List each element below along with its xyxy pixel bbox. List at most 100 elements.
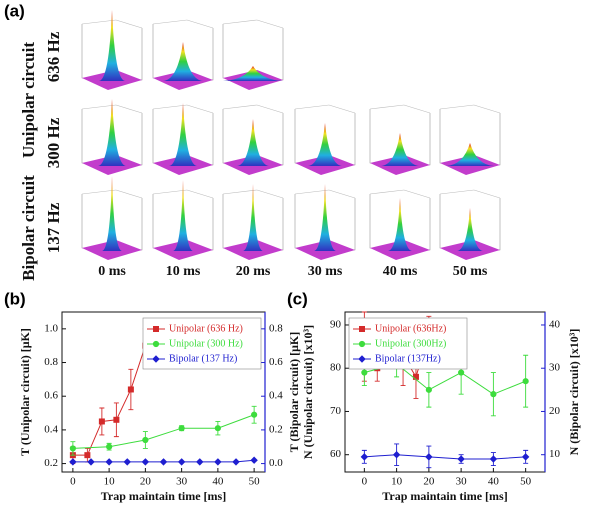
x-tick-label: 20 [140,476,152,488]
x-tick-label: 20 [423,476,435,488]
series [69,456,258,466]
thumb-peak [446,143,494,166]
thumb-frame [222,189,258,195]
surface-thumbnail [152,180,214,260]
y-axis-label: T (Unipolar circuit) [μK] [18,328,32,456]
y2-tick-label: 0.4 [269,390,283,402]
row-label: 137 Hz [44,202,63,253]
thumb-frame [115,104,143,114]
marker [360,453,369,461]
legend-label: Unipolar (636 Hz) [169,323,243,334]
surface-thumbnail [369,189,431,260]
x-tick-label: 10 [104,476,116,488]
marker [106,443,113,450]
thumb-frame [328,189,356,199]
marker [153,326,159,332]
marker [142,436,149,444]
series [69,405,258,456]
thumb-peak [99,10,125,81]
thumb-peak [388,198,412,251]
legend: Unipolar (636 Hz) Unipolar (300 Hz) Bipola… [142,317,262,370]
marker [159,458,168,466]
thumb-peak [308,123,342,166]
surface-thumbnail [81,99,143,175]
marker [457,455,465,463]
y2-tick-label: 0.8 [269,322,283,334]
thumb-frame [186,19,214,29]
thumb-frame [473,189,501,199]
column-label: 0 ms [98,264,126,279]
y-tick-label: 0.4 [44,423,58,435]
y2-tick-label: 20 [549,405,561,417]
surface-thumbnail [439,189,501,260]
surface-thumbnail [294,184,356,260]
thumb-peak [98,99,126,166]
surface-thumbnail [222,184,284,260]
surface-thumbnail [152,19,214,90]
x-tick-label: 40 [488,476,500,488]
series [360,443,530,469]
y-tick-label: 1.0 [44,322,58,334]
thumb-peak [457,208,483,251]
marker [105,458,113,466]
marker [69,445,76,452]
marker [84,452,91,459]
column-label: 10 ms [166,264,201,279]
marker [178,425,185,432]
x-tick-label: 30 [456,476,468,488]
x-tick-label: 50 [249,476,261,488]
thumb-frame [81,19,117,25]
y-tick-label: 90 [330,319,342,331]
legend-label: Bipolar (137Hz) [375,353,441,364]
marker [392,450,401,459]
surface-thumbnail [222,19,284,90]
column-label: 30 ms [308,264,343,279]
marker [361,369,368,376]
row-label: 300 Hz [44,117,63,168]
y-tick-label: 0.2 [44,457,58,469]
column-label: 50 ms [453,264,488,279]
thumb-frame [152,104,188,110]
marker [177,458,186,466]
marker [232,458,240,466]
thumb-frame [294,189,330,195]
thumb-frame [369,104,405,110]
thumb-peak [381,133,419,166]
x-tick-label: 30 [176,476,188,488]
thumb-frame [81,104,117,110]
surface-thumbnail [222,104,284,175]
thumb-peak [223,66,283,81]
y2-tick-label: 0.2 [269,423,283,435]
thumb-frame [152,189,188,195]
y-axis-label: N (Unipolar circuit) [x10³] [301,325,315,459]
marker [196,458,204,466]
thumb-frame [369,189,405,195]
thumb-frame [152,19,188,25]
marker [522,378,529,385]
x-tick-label: 0 [362,476,368,488]
x-axis-label: Trap maintain time [ms] [382,489,507,503]
thumb-frame [439,189,475,195]
y2-tick-label: 40 [549,319,561,331]
legend-label: Unipolar (300 Hz) [169,338,243,349]
marker [214,425,221,432]
legend-label: Unipolar (300Hz) [375,338,446,349]
legend-label: Unipolar (636Hz) [375,323,446,334]
thumb-frame [403,189,431,199]
marker [69,458,77,466]
thumb-frame [403,104,431,114]
thumb-peak [163,42,203,81]
thumb-frame [186,104,214,114]
x-tick-label: 50 [520,476,532,488]
marker [425,386,432,393]
marker [458,369,465,376]
thumb-peak [237,119,269,166]
column-label: 40 ms [383,264,418,279]
y2-tick-label: 30 [549,362,561,374]
thumb-peak [173,180,193,251]
thumb-frame [256,19,284,29]
thumb-frame [115,189,143,199]
surface-thumbnail [439,104,501,175]
x-tick-label: 40 [212,476,224,488]
thumb-frame [222,104,258,110]
